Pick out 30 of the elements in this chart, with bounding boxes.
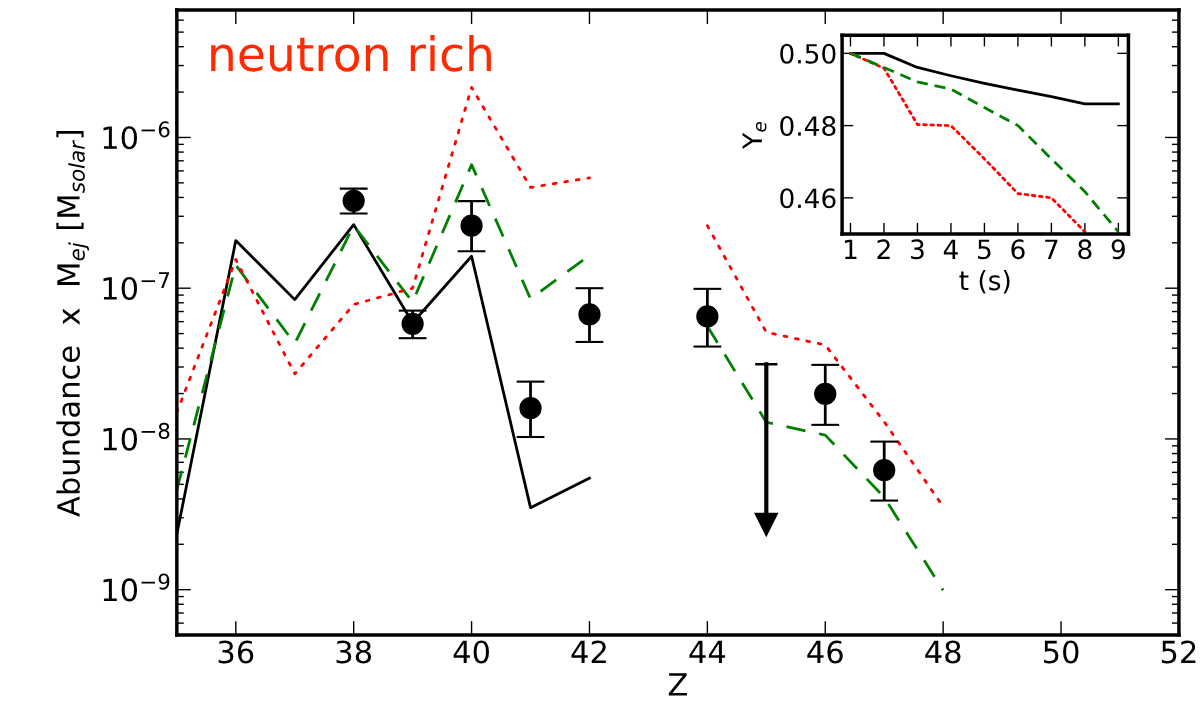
y-tick-label: 0.46	[780, 188, 836, 209]
x-tick-label: 50	[1043, 640, 1079, 664]
x-tick-label: 42	[571, 640, 606, 664]
y-tick-label: 10$^{−6}$	[103, 121, 170, 150]
x-tick-label: 7	[1045, 239, 1058, 259]
y-tick-label: 10$^{−7}$	[103, 272, 170, 301]
y-tick-label: 10$^{−9}$	[103, 573, 170, 602]
x-tick-label: 38	[336, 640, 372, 664]
x-tick-label: 52	[1161, 640, 1196, 664]
x-tick-label: 36	[218, 640, 254, 664]
x-tick-label: 2	[877, 239, 890, 259]
x-tick-label: 1	[844, 239, 857, 259]
x-axis-title: Z	[668, 673, 687, 696]
y-tick-label: 0.50	[780, 43, 836, 64]
x-tick-label: 8	[1078, 239, 1092, 260]
x-tick-label: 6	[1011, 239, 1025, 260]
x-tick-label: 46	[807, 640, 843, 664]
x-axis-title: t (s)	[959, 269, 1010, 294]
y-tick-label: 10$^{−8}$	[103, 422, 170, 451]
x-tick-label: 4	[943, 239, 958, 259]
x-tick-label: 44	[689, 640, 726, 664]
x-tick-label: 3	[911, 239, 924, 260]
x-tick-label: 9	[1111, 239, 1125, 260]
y-axis-title: Abundance x M$_{ej}$ [M$_{solar}$]	[56, 130, 90, 517]
annotation: neutron rich	[211, 35, 491, 72]
x-tick-label: 48	[925, 640, 961, 664]
x-tick-label: 40	[453, 640, 489, 664]
y-tick-label: 0.48	[780, 116, 836, 137]
y-axis-title: Y$_{e}$	[742, 121, 767, 149]
x-tick-label: 5	[978, 239, 991, 260]
